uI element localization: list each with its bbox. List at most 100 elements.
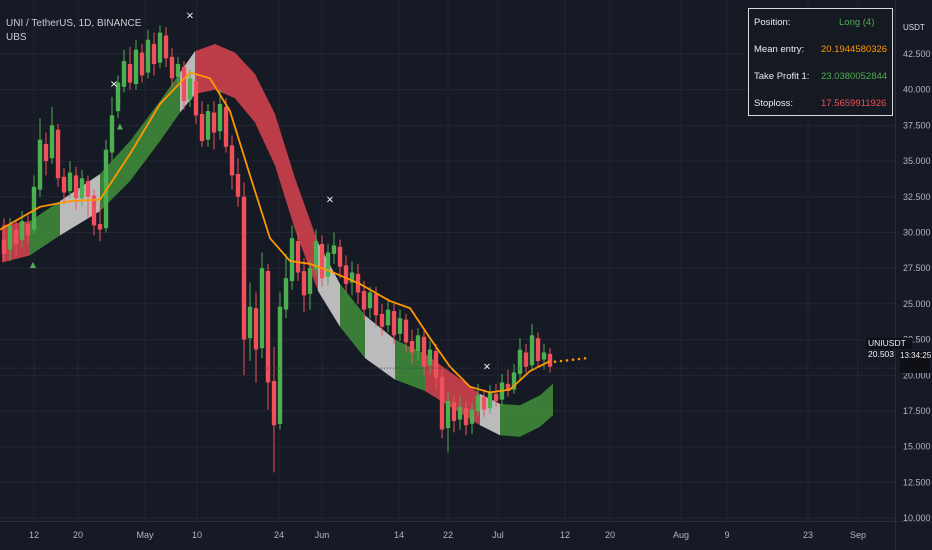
candle-body xyxy=(325,252,331,277)
candle-body xyxy=(49,125,55,159)
candle-body xyxy=(367,292,373,309)
last-price-value: 20.503 xyxy=(868,349,894,359)
price-tick-label: 32.500 xyxy=(903,192,931,202)
band-segment xyxy=(215,44,235,99)
candle-body xyxy=(379,313,385,327)
candle-body xyxy=(469,409,475,424)
currency-badge[interactable]: USDT xyxy=(903,23,925,32)
position-info-table: Position: Long (4) Mean entry: 20.194458… xyxy=(748,8,893,116)
candle-body xyxy=(55,129,61,179)
candle-body xyxy=(463,408,469,426)
band-segment xyxy=(195,44,215,94)
candle-body xyxy=(223,106,229,147)
candle-body xyxy=(271,381,277,426)
candle-body xyxy=(451,402,457,421)
ubs-band xyxy=(2,44,553,437)
candle-body xyxy=(109,115,115,153)
position-label: Position: xyxy=(754,17,791,28)
band-segment xyxy=(160,72,180,142)
candle-body xyxy=(295,241,301,273)
band-segment xyxy=(130,101,160,182)
mean-entry-label: Mean entry: xyxy=(754,44,805,55)
position-value: Long (4) xyxy=(839,17,875,28)
time-tick-label: Aug xyxy=(673,530,689,540)
price-tick-label: 40.000 xyxy=(903,85,931,95)
projection-dot xyxy=(583,357,587,360)
time-tick-label: Jun xyxy=(315,530,330,540)
price-tick-label: 35.000 xyxy=(903,156,931,166)
projection-dot xyxy=(565,359,569,362)
mean-line xyxy=(0,71,895,394)
price-tick-label: 22.500 xyxy=(903,335,931,345)
candle-body xyxy=(343,265,349,284)
mean-entry-row: Mean entry: 20.1944580326 xyxy=(749,36,892,63)
candle-body xyxy=(409,341,415,353)
candle-body xyxy=(337,246,343,267)
band-segment xyxy=(30,201,60,256)
candle-body xyxy=(427,349,433,366)
projection-dot xyxy=(559,359,563,363)
time-tick-label: 12 xyxy=(29,530,39,540)
stoploss-value: 17.5659911926 xyxy=(821,98,887,109)
candle-body xyxy=(421,336,427,367)
band-segment xyxy=(275,113,295,230)
take-profit-row: Take Profit 1: 23.0380052844 xyxy=(749,63,892,90)
stoploss-row: Stoploss: 17.5659911926 xyxy=(749,90,892,117)
candle-body xyxy=(457,406,463,420)
time-tick-label: 10 xyxy=(192,530,202,540)
candle-body xyxy=(517,349,523,374)
candle-body xyxy=(331,245,337,254)
candle-body xyxy=(487,392,493,409)
candle-body xyxy=(247,306,253,339)
time-tick-label: 14 xyxy=(394,530,404,540)
candle-body xyxy=(7,225,13,250)
indicator-label[interactable]: UBS xyxy=(6,32,27,43)
candle-body xyxy=(169,56,175,79)
candle-body xyxy=(307,268,313,294)
candle-body xyxy=(163,35,169,59)
exit-cross-marker: × xyxy=(110,79,118,90)
candle-body xyxy=(181,66,187,102)
candle-body xyxy=(37,139,43,190)
band-segment xyxy=(540,383,553,427)
candle-body xyxy=(541,352,547,360)
time-tick-label: 24 xyxy=(274,530,284,540)
candle-body xyxy=(61,176,67,193)
candle-body xyxy=(535,338,541,362)
candle-body xyxy=(187,78,193,100)
candle-body xyxy=(445,401,451,429)
candle-body xyxy=(313,241,319,270)
exit-cross-marker: × xyxy=(186,10,194,21)
candle-body xyxy=(277,306,283,424)
candle-body xyxy=(13,229,19,244)
candle-body xyxy=(19,221,25,240)
candle-body xyxy=(1,239,7,254)
candle-body xyxy=(523,352,529,367)
candle-body xyxy=(151,44,157,64)
candle-body xyxy=(73,175,79,199)
candle-body xyxy=(25,223,31,236)
time-tick-label: 20 xyxy=(73,530,83,540)
candle-body xyxy=(505,383,511,392)
time-tick-label: 22 xyxy=(443,530,453,540)
candle-body xyxy=(385,309,391,326)
candle-body xyxy=(265,271,271,383)
candle-body xyxy=(85,181,91,197)
candle-body xyxy=(241,196,247,340)
take-profit-value: 23.0380052844 xyxy=(821,71,888,82)
last-price-tag: UNIUSDT 20.503 xyxy=(866,338,912,359)
price-tick-label: 27.500 xyxy=(903,263,931,273)
candle-body xyxy=(79,178,85,199)
candle-body xyxy=(511,372,517,390)
candle-body xyxy=(493,393,499,402)
candle-body xyxy=(439,376,445,430)
candle-body xyxy=(91,195,97,226)
time-tick-label: Sep xyxy=(850,530,866,540)
candle-body xyxy=(97,223,103,230)
buy-triangle-marker: ▲ xyxy=(117,121,124,130)
candle-body xyxy=(193,81,199,116)
time-tick-label: 20 xyxy=(605,530,615,540)
band-segment xyxy=(295,178,318,292)
candle-body xyxy=(121,61,127,87)
